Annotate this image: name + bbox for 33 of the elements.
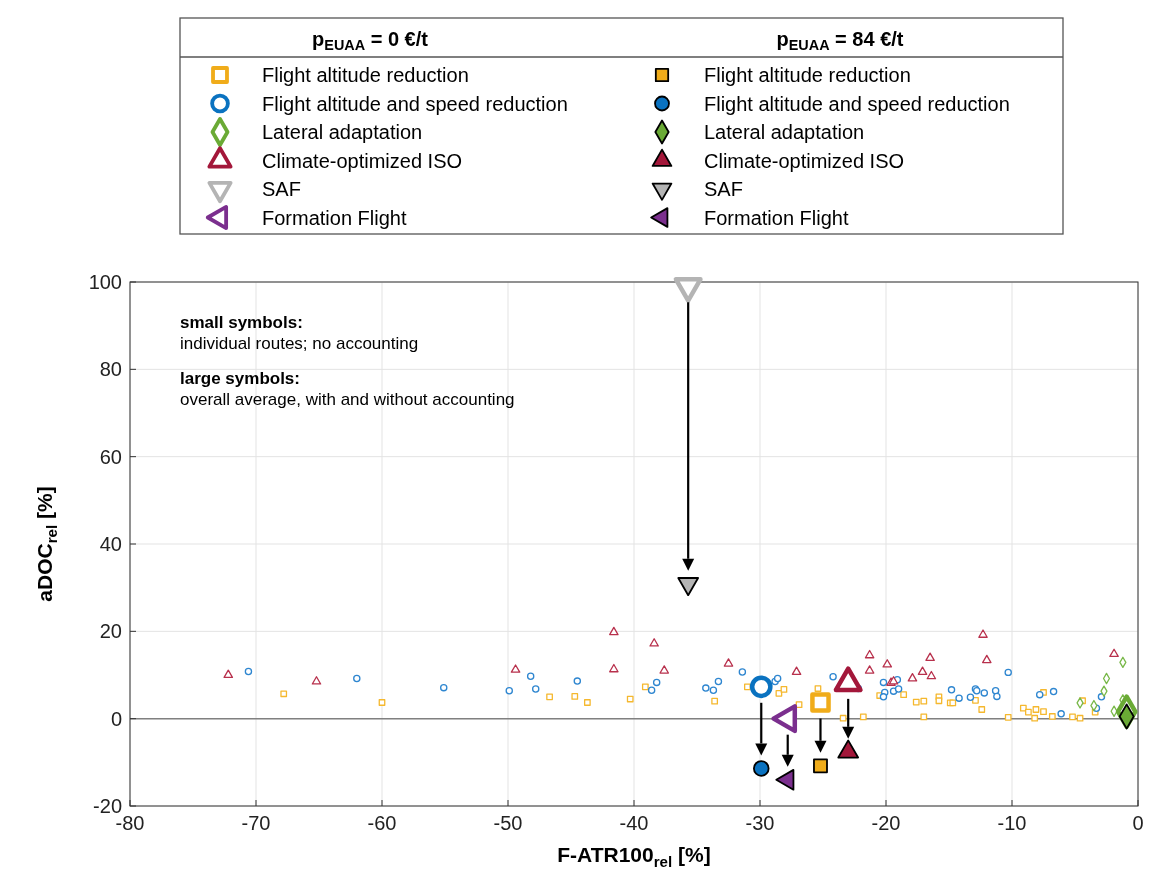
x-tick-label: 0 [1132,812,1144,834]
x-tick-label: -30 [745,812,775,834]
legend-label: Formation Flight [704,206,849,229]
x-tick-label: -10 [997,812,1027,834]
legend-label: SAF [262,178,301,200]
x-tick-label: -20 [871,812,901,834]
annotation: overall average, with and without accounting [180,390,515,409]
legend-label: Formation Flight [262,206,407,229]
x-tick-label: -60 [367,812,397,834]
annotation: large symbols: [180,369,300,388]
legend-label: Flight altitude and speed reduction [704,92,1010,115]
legend-label: Climate-optimized ISO [704,149,905,172]
x-axis-title: F-ATR100$_{rel}$ [%] [557,843,711,870]
x-tick-label: -40 [619,812,649,834]
legend-label: Flight altitude reduction [262,64,469,86]
x-tick-label: -50 [493,812,523,834]
y-tick-label: 20 [99,620,122,643]
y-tick-label: 80 [99,358,122,381]
y-tick-label: 40 [99,533,122,555]
legend-label: Lateral adaptation [704,121,865,143]
y-tick-label: 100 [88,271,122,293]
legend-label: Climate-optimized ISO [262,149,463,172]
y-tick-label: 60 [99,445,122,468]
legend-label: SAF [704,178,743,200]
annotation: small symbols: [180,313,303,332]
legend-label: Flight altitude reduction [704,64,911,86]
y-tick-label: 0 [110,707,122,730]
x-tick-label: -70 [241,812,271,834]
legend-label: Lateral adaptation [262,121,423,143]
annotation: individual routes; no accounting [180,334,419,353]
legend-label: Flight altitude and speed reduction [262,92,568,115]
text: p$_{EUAA}$ = 0 €/t [312,28,429,54]
text: p$_{EUAA}$ = 84 €/t [776,28,904,54]
